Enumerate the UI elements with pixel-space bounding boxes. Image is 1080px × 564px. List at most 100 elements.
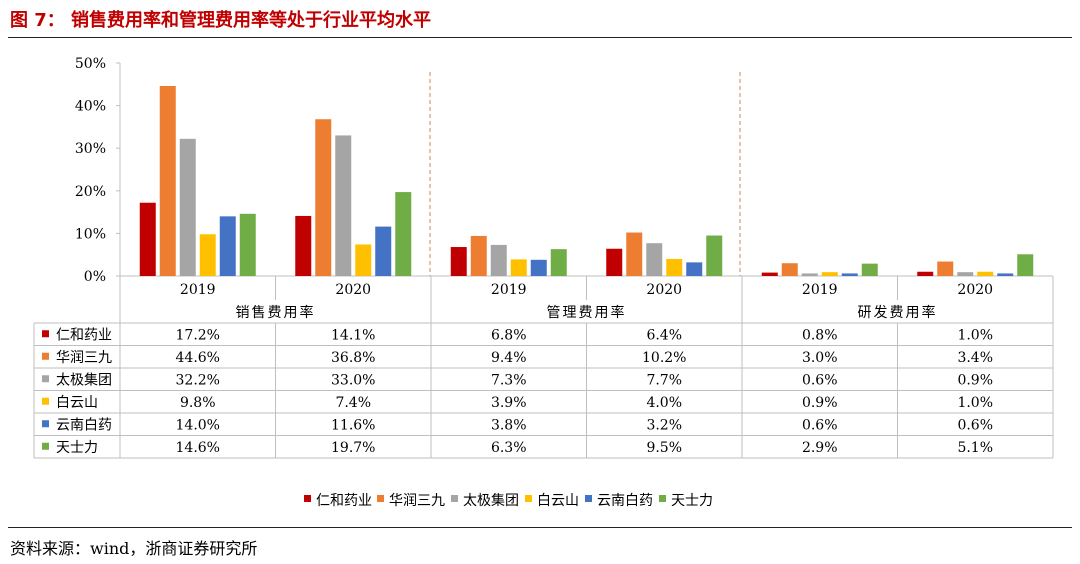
y-tick-label: 20% xyxy=(75,184,106,200)
bar-华润三九-2 xyxy=(470,235,487,276)
table-cell-value: 1.0% xyxy=(957,327,993,343)
bar-太极集团-5 xyxy=(957,272,974,276)
bar-白云山-1 xyxy=(355,244,372,276)
table-cell-value: 32.2% xyxy=(176,372,220,388)
top-rule xyxy=(8,37,1072,38)
bar-太极集团-0 xyxy=(179,138,196,276)
legend-key xyxy=(525,495,532,502)
table-cell-value: 19.7% xyxy=(331,440,375,456)
source-note: 资料来源：wind，浙商证券研究所 xyxy=(10,539,258,558)
table-cell-value: 4.0% xyxy=(646,395,682,411)
table-cell-value: 0.9% xyxy=(957,372,993,388)
bar-华润三九-0 xyxy=(159,86,176,276)
table-cell-value: 17.2% xyxy=(176,327,220,343)
table-cell-value: 14.0% xyxy=(176,417,220,433)
table-cell-value: 6.4% xyxy=(646,327,682,343)
table-cell-value: 7.4% xyxy=(335,395,371,411)
bar-华润三九-5 xyxy=(937,261,954,276)
bar-云南白药-5 xyxy=(997,273,1014,276)
x-year-label: 2020 xyxy=(957,282,993,298)
bottom-rule xyxy=(8,527,1072,528)
bar-云南白药-2 xyxy=(530,259,547,276)
y-tick-label: 10% xyxy=(75,226,106,242)
x-year-label: 2019 xyxy=(491,282,527,298)
bar-太极集团-4 xyxy=(801,273,818,276)
table-cell-value: 3.9% xyxy=(491,395,527,411)
bar-云南白药-3 xyxy=(686,262,703,276)
x-year-label: 2020 xyxy=(335,282,371,298)
bar-华润三九-4 xyxy=(781,263,798,276)
table-legend-key xyxy=(42,420,49,428)
bar-云南白药-1 xyxy=(375,226,392,276)
table-cell-value: 3.4% xyxy=(957,350,993,366)
bar-天士力-5 xyxy=(1017,254,1034,276)
table-cell-value: 14.1% xyxy=(331,327,375,343)
table-cell-value: 44.6% xyxy=(176,350,220,366)
table-cell-value: 9.4% xyxy=(491,350,527,366)
legend-label: 云南白药 xyxy=(597,493,653,509)
legend-key xyxy=(659,495,666,502)
x-year-label: 2019 xyxy=(802,282,838,298)
table-cell-value: 3.8% xyxy=(491,417,527,433)
bar-仁和药业-4 xyxy=(761,272,778,276)
group-name-label: 销售费用率 xyxy=(236,304,316,321)
table-cell-value: 0.9% xyxy=(802,395,838,411)
group-name-label: 研发费用率 xyxy=(858,304,938,321)
table-legend-key xyxy=(42,442,49,450)
table-cell-value: 0.6% xyxy=(802,372,838,388)
table-cell-value: 0.6% xyxy=(957,417,993,433)
bar-仁和药业-1 xyxy=(295,215,312,276)
bar-华润三九-1 xyxy=(315,119,332,277)
table-series-name: 白云山 xyxy=(56,395,98,411)
legend-label: 白云山 xyxy=(537,493,579,509)
table-cell-value: 0.8% xyxy=(802,327,838,343)
y-tick-label: 30% xyxy=(75,141,106,157)
bar-白云山-3 xyxy=(666,258,683,276)
table-cell-value: 2.9% xyxy=(802,440,838,456)
bar-云南白药-0 xyxy=(219,216,236,276)
bar-太极集团-2 xyxy=(490,244,507,276)
y-tick-label: 50% xyxy=(75,56,106,72)
table-legend-key xyxy=(42,352,49,360)
table-cell-value: 14.6% xyxy=(176,440,220,456)
bar-云南白药-4 xyxy=(841,273,858,276)
table-cell-value: 11.6% xyxy=(331,417,375,433)
table-cell-value: 36.8% xyxy=(331,350,375,366)
table-cell-value: 10.2% xyxy=(642,350,686,366)
table-series-name: 云南白药 xyxy=(56,417,112,433)
bar-仁和药业-3 xyxy=(606,248,623,276)
bar-天士力-4 xyxy=(861,263,878,276)
table-cell-value: 9.8% xyxy=(180,395,216,411)
legend-key xyxy=(377,495,384,502)
bar-天士力-0 xyxy=(239,213,256,276)
bar-仁和药业-2 xyxy=(450,247,467,276)
legend-key xyxy=(304,495,311,502)
legend-key xyxy=(451,495,458,502)
table-legend-key xyxy=(42,330,49,338)
bar-华润三九-3 xyxy=(626,232,643,276)
bar-白云山-2 xyxy=(510,259,527,276)
table-cell-value: 0.6% xyxy=(802,417,838,433)
table-cell-value: 33.0% xyxy=(331,372,375,388)
table-legend-key xyxy=(42,397,49,405)
table-cell-value: 6.8% xyxy=(491,327,527,343)
table-series-name: 仁和药业 xyxy=(56,327,112,343)
x-year-label: 2019 xyxy=(180,282,216,298)
y-tick-label: 0% xyxy=(84,269,106,285)
legend-label: 仁和药业 xyxy=(316,493,372,509)
legend-label: 太极集团 xyxy=(463,492,519,509)
table-series-name: 天士力 xyxy=(56,440,98,456)
bar-白云山-0 xyxy=(199,234,216,276)
table-legend-key xyxy=(42,375,49,383)
figure-title: 图 7： 销售费用率和管理费用率等处于行业平均水平 xyxy=(10,10,432,31)
bar-天士力-1 xyxy=(395,192,412,276)
table-cell-value: 7.3% xyxy=(491,372,527,388)
bar-仁和药业-5 xyxy=(917,271,934,276)
legend-label: 华润三九 xyxy=(389,493,445,509)
table-cell-value: 3.2% xyxy=(646,417,682,433)
table-cell-value: 6.3% xyxy=(491,440,527,456)
bar-白云山-5 xyxy=(977,271,994,276)
table-cell-value: 7.7% xyxy=(646,372,682,388)
table-cell-value: 9.5% xyxy=(646,440,682,456)
